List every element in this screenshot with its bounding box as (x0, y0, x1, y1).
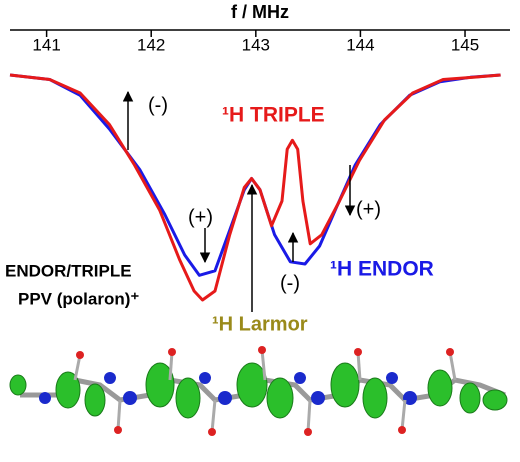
annotation: (+) (356, 198, 381, 220)
annotation: (+) (188, 206, 213, 228)
annotation: ENDOR/TRIPLE (5, 261, 132, 280)
x-tick-label: 144 (346, 35, 374, 54)
x-tick-label: 145 (451, 35, 479, 54)
annotation: PPV (polaron)⁺ (18, 289, 139, 308)
legend-label: ¹H ENDOR (330, 258, 434, 281)
x-tick-label: 142 (137, 35, 165, 54)
annotation: (-) (148, 94, 168, 116)
annotation: (-) (280, 272, 300, 294)
annotations (122, 90, 356, 312)
molecule (9, 346, 508, 436)
x-axis-title: f / MHz (231, 2, 289, 22)
x-axis: 141 142 143 144 145 (10, 29, 510, 54)
x-tick-label: 141 (32, 35, 60, 54)
annotation: ¹H Larmor (212, 313, 308, 335)
x-tick-label: 143 (242, 35, 270, 54)
series-line (9, 73, 501, 302)
legend-label: ¹H TRIPLE (222, 104, 325, 127)
